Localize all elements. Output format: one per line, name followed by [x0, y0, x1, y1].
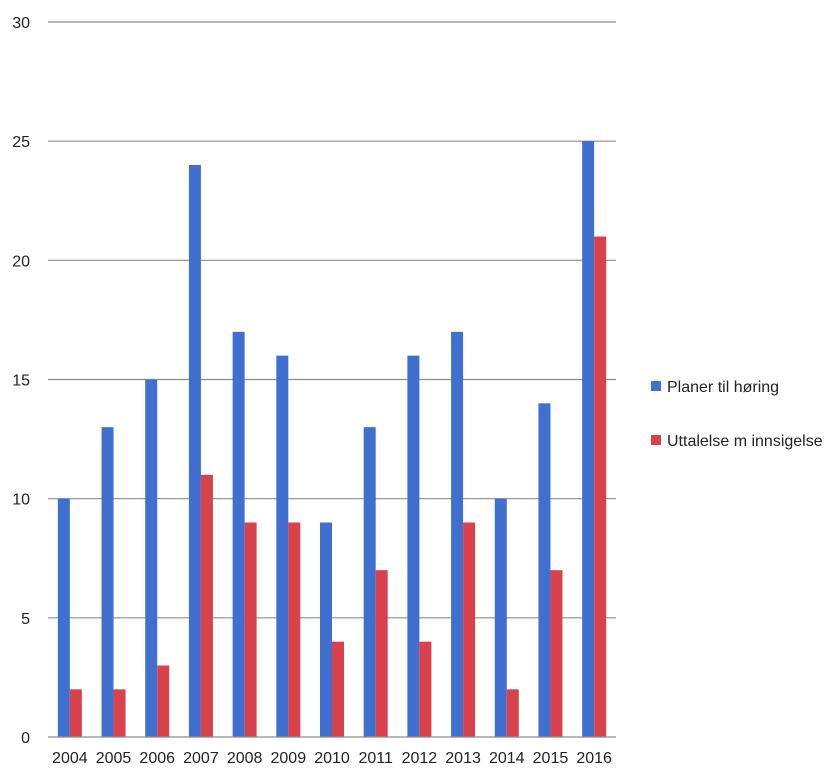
x-tick-label: 2008 — [227, 750, 263, 767]
y-tick-label: 20 — [12, 253, 30, 270]
x-tick-label: 2007 — [183, 750, 219, 767]
legend: Planer til høring Uttalelse m innsigelse — [651, 379, 823, 450]
bar-uttalelse-2016 — [594, 236, 607, 737]
bar-uttalelse-2004 — [69, 689, 82, 737]
y-tick-label: 30 — [12, 15, 30, 32]
x-tick-label: 2006 — [139, 750, 175, 767]
x-tick-label: 2012 — [402, 750, 438, 767]
y-tick-label: 15 — [12, 373, 30, 390]
bar-uttalelse-2011 — [375, 570, 388, 737]
bar-uttalelse-2008 — [244, 522, 257, 737]
y-tick-label: 25 — [12, 134, 30, 151]
bar-planer-2006 — [145, 379, 158, 737]
bar-planer-2010 — [320, 522, 332, 737]
bar-uttalelse-2009 — [288, 522, 301, 737]
bar-uttalelse-2014 — [506, 689, 519, 737]
bar-uttalelse-2007 — [200, 474, 213, 737]
bar-planer-2015 — [538, 403, 551, 737]
legend-label: Uttalelse m innsigelse — [667, 433, 823, 450]
x-tick-label: 2015 — [533, 750, 569, 767]
bars — [57, 141, 607, 737]
x-tick-label: 2013 — [445, 750, 481, 767]
bar-planer-2016 — [582, 141, 595, 737]
x-tick-label: 2010 — [314, 750, 350, 767]
y-axis-ticks: 0 5 10 15 20 25 30 — [12, 15, 30, 747]
bar-planer-2005 — [101, 427, 114, 737]
bar-planer-2013 — [451, 331, 464, 737]
bar-uttalelse-2013 — [463, 522, 476, 737]
bar-uttalelse-2010 — [332, 641, 344, 737]
y-tick-label: 0 — [21, 730, 30, 747]
x-tick-label: 2005 — [96, 750, 132, 767]
bar-uttalelse-2012 — [419, 641, 432, 737]
y-tick-label: 10 — [12, 492, 30, 509]
bar-planer-2011 — [363, 427, 376, 737]
bar-uttalelse-2015 — [550, 570, 563, 737]
legend-swatch — [651, 435, 661, 445]
y-tick-label: 5 — [21, 611, 30, 628]
bar-uttalelse-2005 — [113, 689, 126, 737]
bar-planer-2009 — [276, 355, 289, 737]
bar-planer-2012 — [407, 355, 420, 737]
legend-swatch — [651, 381, 661, 391]
x-tick-label: 2009 — [271, 750, 307, 767]
bar-uttalelse-2006 — [157, 665, 170, 737]
x-tick-label: 2016 — [576, 750, 612, 767]
x-tick-label: 2011 — [358, 750, 393, 767]
gridlines — [48, 21, 616, 619]
x-tick-label: 2004 — [52, 750, 88, 767]
x-axis-ticks: 2004 2005 2006 2007 2008 2009 2010 2011 2012 2013… — [52, 750, 612, 767]
bar-planer-2004 — [57, 498, 70, 737]
bar-planer-2008 — [232, 331, 245, 737]
x-tick-label: 2014 — [489, 750, 525, 767]
bar-planer-2007 — [188, 165, 201, 737]
bar-planer-2014 — [494, 498, 507, 737]
legend-label: Planer til høring — [667, 379, 779, 396]
